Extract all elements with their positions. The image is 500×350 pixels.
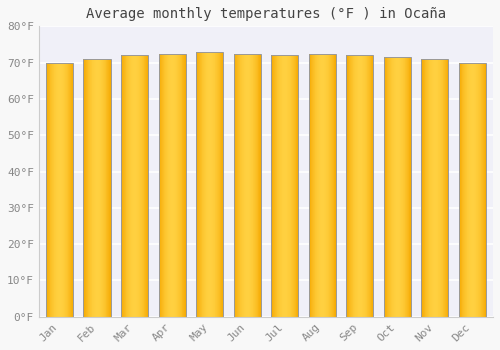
Bar <box>384 57 411 317</box>
Bar <box>271 55 298 317</box>
Bar <box>422 59 448 317</box>
Title: Average monthly temperatures (°F ) in Ocaña: Average monthly temperatures (°F ) in Oc… <box>86 7 446 21</box>
Bar <box>234 54 260 317</box>
Bar <box>121 55 148 317</box>
Bar <box>308 54 336 317</box>
Bar <box>196 52 223 317</box>
Bar <box>84 59 110 317</box>
Bar <box>46 63 73 317</box>
Bar <box>459 63 486 317</box>
Bar <box>158 54 186 317</box>
Bar <box>346 55 374 317</box>
